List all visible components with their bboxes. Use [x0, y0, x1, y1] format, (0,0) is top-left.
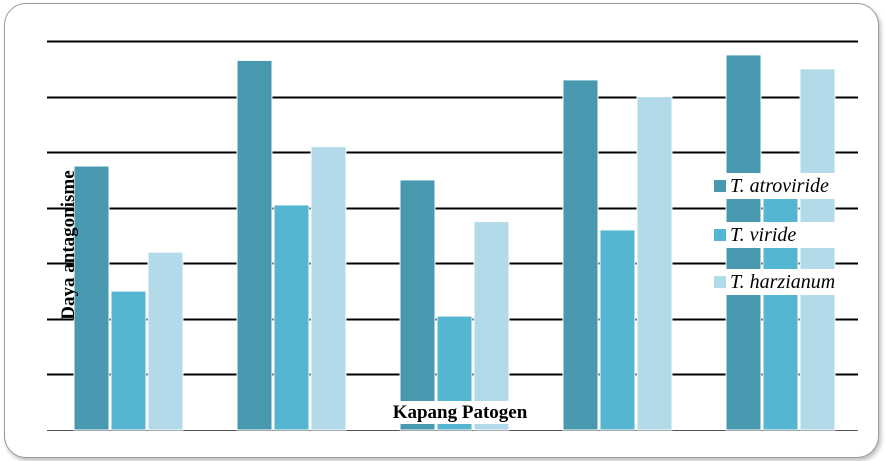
- bar-2-1: [110, 290, 147, 431]
- bar-3-5: [799, 68, 836, 431]
- legend-label-2: T. viride: [730, 224, 796, 246]
- legend-entry-background: [712, 173, 860, 199]
- legend-entry-background: [712, 222, 860, 248]
- bars: [73, 54, 836, 431]
- legend-entry-background: [712, 269, 860, 295]
- x-axis-label: Kapang Patogen: [393, 402, 528, 423]
- bar-1-2: [236, 59, 273, 431]
- bar-2-4: [599, 229, 636, 431]
- legend-swatch-2: [714, 229, 726, 241]
- bar-3-3: [473, 221, 510, 431]
- legend-swatch-1: [714, 180, 726, 192]
- x-axis-label-background: [389, 401, 531, 424]
- bar-1-3: [399, 179, 436, 431]
- bar-1-1: [73, 165, 110, 431]
- legend-label-1: T. atroviride: [730, 175, 829, 197]
- y-axis-label: Daya antagonisme: [58, 170, 79, 319]
- bar-3-4: [636, 96, 673, 431]
- bar-3-2: [310, 146, 347, 431]
- bar-2-2: [273, 204, 310, 431]
- bar-1-4: [562, 79, 599, 431]
- legend-label-3: T. harzianum: [730, 271, 835, 293]
- legend: T. atroviride T. viride T. harzianum: [712, 173, 860, 295]
- bar-2-5: [762, 182, 799, 431]
- bar-3-1: [147, 251, 184, 431]
- legend-swatch-3: [714, 276, 726, 288]
